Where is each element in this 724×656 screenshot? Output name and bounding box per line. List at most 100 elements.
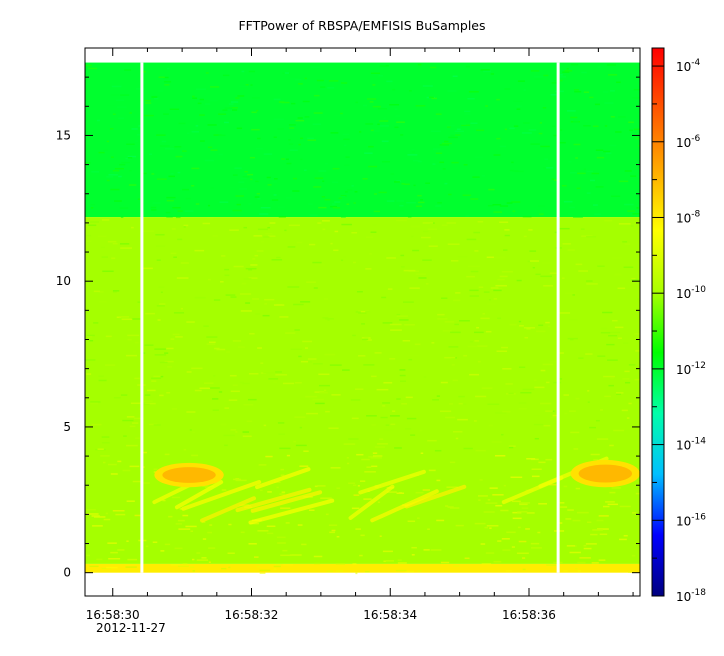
texture-cell [229, 107, 238, 109]
texture-cell [228, 523, 232, 526]
texture-cell [604, 125, 608, 127]
texture-cell [466, 275, 475, 278]
texture-cell [448, 136, 458, 139]
texture-cell [321, 196, 326, 198]
x-tick-label: 16:58:36 [502, 608, 556, 622]
texture-cell [204, 103, 211, 105]
chorus-streak [174, 480, 224, 510]
texture-cell [368, 145, 374, 148]
texture-cell [218, 391, 223, 393]
texture-cell [209, 387, 220, 389]
texture-cell [156, 259, 161, 261]
texture-cell [353, 494, 360, 496]
texture-cell [85, 64, 92, 67]
colorbar [651, 47, 665, 597]
texture-cell [295, 444, 307, 447]
texture-cell [395, 569, 407, 572]
texture-cell [512, 511, 522, 514]
texture-cell [86, 334, 95, 337]
texture-cell [129, 465, 140, 468]
texture-cell [425, 182, 430, 184]
data-gap [556, 62, 560, 573]
texture-cell [508, 446, 514, 449]
texture-cell [191, 454, 199, 457]
texture-cell [259, 569, 271, 572]
texture-cell [363, 364, 375, 366]
texture-cell [403, 269, 416, 272]
texture-cell [497, 278, 505, 281]
texture-cell [221, 567, 227, 570]
chorus-streak [200, 496, 256, 523]
texture-cell [323, 298, 329, 300]
texture-cell [399, 374, 406, 377]
texture-cell [218, 153, 223, 156]
texture-cell [371, 424, 376, 426]
texture-cell [236, 127, 243, 130]
texture-cell [160, 550, 165, 552]
texture-cell [594, 213, 601, 216]
texture-cell [450, 134, 455, 137]
texture-cell [464, 557, 470, 560]
texture-cell [606, 64, 617, 66]
texture-cell [212, 398, 219, 400]
texture-cell [325, 513, 329, 516]
texture-cell [183, 448, 187, 451]
texture-cell [98, 235, 107, 238]
texture-cell [469, 340, 474, 343]
texture-cell [534, 78, 544, 81]
texture-cell [368, 456, 377, 458]
texture-cell [168, 515, 173, 518]
texture-cell [204, 486, 210, 489]
texture-cell [247, 398, 257, 401]
texture-cell [540, 369, 546, 372]
texture-cell [165, 147, 174, 150]
texture-cell [170, 564, 180, 566]
texture-cell [153, 375, 162, 378]
texture-cell [569, 171, 577, 174]
texture-cell [634, 378, 640, 381]
y-tick-label: 15 [56, 128, 71, 142]
texture-cell [495, 287, 503, 290]
texture-cell [585, 353, 593, 355]
texture-cell [363, 104, 368, 107]
texture-cell [439, 161, 445, 164]
texture-cell [355, 101, 358, 104]
texture-cell [318, 384, 330, 387]
texture-cell [279, 493, 285, 495]
texture-cell [166, 199, 174, 202]
texture-cell [120, 216, 124, 219]
texture-cell [101, 436, 110, 438]
texture-cell [595, 149, 604, 151]
spectrogram-image [85, 48, 640, 596]
texture-cell [137, 198, 143, 200]
texture-cell [353, 202, 356, 204]
texture-cell [154, 354, 167, 356]
colorbar-tick-exponent: -18 [691, 588, 706, 598]
texture-cell [553, 80, 557, 82]
texture-cell [266, 176, 271, 179]
texture-cell [528, 129, 537, 131]
texture-cell [313, 363, 323, 365]
texture-cell [227, 552, 235, 554]
texture-cell [428, 469, 436, 472]
texture-cell [478, 286, 484, 289]
texture-cell [483, 511, 495, 513]
texture-cell [298, 143, 301, 146]
texture-cell [483, 291, 490, 293]
texture-cell [346, 203, 350, 205]
texture-cell [576, 187, 581, 190]
y-tick-label: 5 [63, 420, 71, 434]
texture-cell [235, 195, 244, 197]
texture-cell [164, 84, 170, 86]
texture-cell [164, 360, 174, 363]
texture-cell [268, 378, 279, 380]
texture-cell [382, 322, 393, 324]
texture-cell [440, 561, 450, 564]
texture-cell [307, 139, 317, 141]
texture-cell [575, 157, 578, 159]
texture-cell [487, 204, 494, 207]
texture-cell [400, 134, 404, 136]
texture-cell [199, 140, 205, 142]
texture-cell [273, 304, 285, 306]
texture-cell [406, 201, 416, 204]
